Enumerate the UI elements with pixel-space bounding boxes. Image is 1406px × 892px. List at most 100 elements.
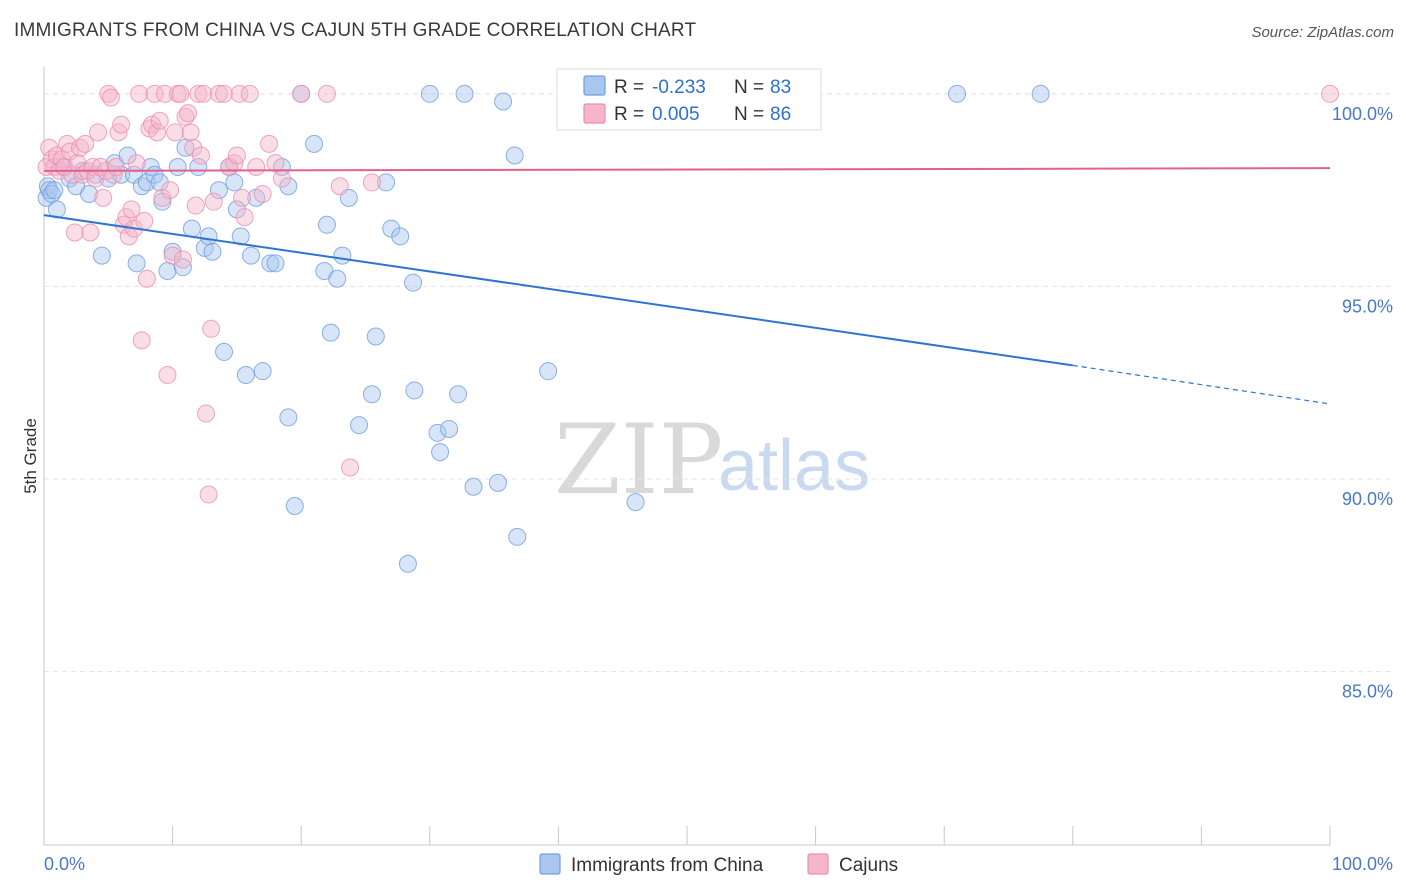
bottom-legend-swatch-cajuns [807,853,829,875]
cajun-point [181,123,200,142]
china-point [398,554,417,573]
china-point [199,227,218,246]
cajun-point [204,192,223,211]
china-point [428,423,447,442]
cajun-point [233,188,252,207]
cajun-point [362,173,381,192]
china-point [449,385,468,404]
china-point [948,84,967,103]
china-point [227,200,246,219]
cajun-point [189,84,208,103]
cajun-point [101,88,120,107]
cajun-point [127,154,146,173]
cajun-point [1321,84,1339,103]
cajun-point [292,84,311,103]
china-point [45,181,64,200]
china-point [127,254,146,273]
china-point [80,184,99,203]
cajun-point [65,223,84,242]
china-point [236,366,255,385]
bottom-legend-swatch-china [539,853,561,875]
series-cajuns [37,84,1339,504]
china-point [539,362,558,381]
cajun-point [230,84,249,103]
china-point [285,497,304,516]
cajun-point [89,123,108,142]
cajun-point [266,154,285,173]
correlation-legend: R = -0.233 N = 83 R = 0.005 N = 86 [556,68,822,131]
cajun-point [173,250,192,269]
cajun-point [166,123,185,142]
series-legend: Immigrants from China Cajuns [539,853,898,876]
trend-line-china [43,214,1073,367]
legend-swatch-cajuns [583,103,606,124]
y-tick-label: 100.0% [1332,104,1393,124]
cajun-point [107,158,126,177]
x-tick-labels: 0.0% 100.0% [44,854,1393,874]
cajun-point [155,84,174,103]
china-point [391,227,410,246]
y-tick-labels: 85.0% 90.0% 95.0% 100.0% [1332,104,1393,702]
china-point [305,134,324,153]
x-tick-label: 100.0% [1332,854,1393,874]
cajun-point [199,485,218,504]
china-point [158,262,177,281]
china-point [209,181,228,200]
bottom-legend-china: Immigrants from China [571,855,764,876]
cajun-point [215,84,234,103]
china-point [279,408,298,427]
china-point [505,146,524,165]
china-point [242,246,261,265]
x-tick-label: 0.0% [44,854,85,874]
cajun-point [150,111,169,130]
legend-r-label: R = [614,104,644,125]
china-point [203,242,222,261]
legend-n-label: N = [734,104,764,125]
china-point [321,323,340,342]
cajun-point [94,188,113,207]
china-point [253,362,272,381]
cajun-point [179,104,198,123]
cajun-point [163,246,182,265]
trend-line-cajuns [43,167,1331,172]
cajun-point [40,138,59,157]
cajun-point [330,177,349,196]
china-point [333,246,352,265]
china-point [494,92,513,111]
china-point [404,273,423,292]
cajun-point [202,319,221,338]
y-axis-label: 5th Grade [21,418,40,494]
china-point [382,219,401,238]
china-point [508,527,527,546]
china-point [215,342,234,361]
cajun-point [153,188,172,207]
china-point [440,419,459,438]
china-point [488,473,507,492]
cajun-point [158,366,177,385]
cajun-point [235,208,254,227]
china-point [118,146,137,165]
cajun-point [317,84,336,103]
china-point [328,269,347,288]
china-point [1031,84,1050,103]
cajun-point [148,123,167,142]
watermark: ZIP atlas [554,404,870,516]
legend-r-value-cajuns: 0.005 [652,104,700,125]
cajun-point [227,146,246,165]
legend-n-label: N = [734,77,764,98]
cajun-point [132,331,151,350]
cajun-point [76,134,95,153]
china-point [377,173,396,192]
chart-title: IMMIGRANTS FROM CHINA VS CAJUN 5TH GRADE… [14,20,697,41]
china-point [279,177,298,196]
cajun-point [341,458,360,477]
china-point [431,443,450,462]
cajun-point [161,181,180,200]
y-tick-label: 95.0% [1342,296,1393,316]
cajun-point [112,115,131,134]
cajun-point [135,211,154,230]
cajun-point [197,404,216,423]
legend-n-value-cajuns: 86 [770,104,791,125]
china-point [350,416,369,435]
china-point [92,246,111,265]
